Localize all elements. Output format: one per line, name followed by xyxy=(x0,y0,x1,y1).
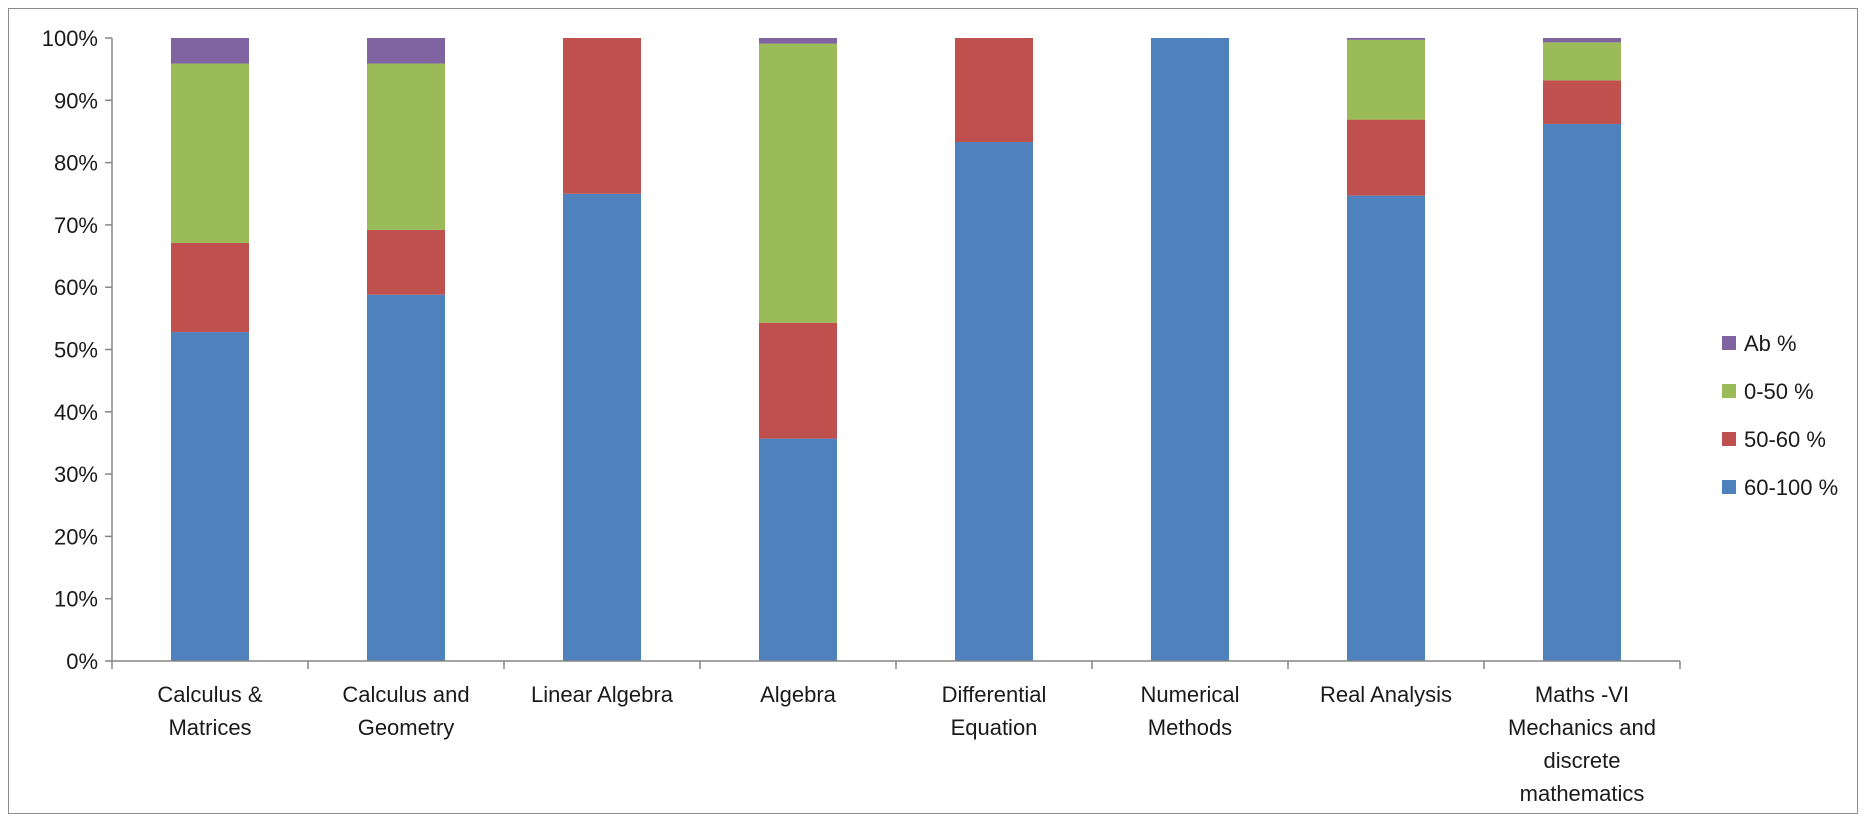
legend-swatch-ab xyxy=(1722,336,1736,350)
x-category-label: Differential Equation xyxy=(942,682,1047,740)
legend-label-0-50: 0-50 % xyxy=(1744,379,1814,404)
bar-segment-60-100-7 xyxy=(1543,123,1621,661)
y-tick-label: 20% xyxy=(54,524,98,549)
bar-segment-50-60-6 xyxy=(1347,119,1425,196)
y-tick-label: 30% xyxy=(54,462,98,487)
y-tick-label: 50% xyxy=(54,338,98,363)
y-tick-label: 80% xyxy=(54,151,98,176)
legend-label-60-100: 60-100 % xyxy=(1744,475,1838,500)
bars-layer xyxy=(171,38,1621,661)
legend-label-ab: Ab % xyxy=(1744,331,1797,356)
bar-segment-0-50-1 xyxy=(367,63,445,230)
y-tick-label: 40% xyxy=(54,400,98,425)
bar-segment-ab-0 xyxy=(171,38,249,64)
bar-segment-50-60-7 xyxy=(1543,80,1621,124)
legend-label-50-60: 50-60 % xyxy=(1744,427,1826,452)
y-tick-label: 10% xyxy=(54,587,98,612)
labels-layer: 0% 10% 20% 30% 40% 50% 60% 70% 80% 90% 100% Calculu… xyxy=(42,26,1656,806)
bar-segment-ab-7 xyxy=(1543,38,1621,43)
bar-segment-60-100-3 xyxy=(759,438,837,661)
bar-segment-60-100-0 xyxy=(171,332,249,661)
bar-segment-ab-3 xyxy=(759,38,837,44)
bar-segment-0-50-7 xyxy=(1543,42,1621,81)
x-category-label: Calculus and Geometry xyxy=(342,682,469,740)
x-category-label: Numerical Methods xyxy=(1140,682,1239,740)
x-category-label: Real Analysis xyxy=(1320,682,1452,707)
bar-segment-60-100-5 xyxy=(1151,38,1229,661)
bar-segment-50-60-3 xyxy=(759,322,837,439)
legend-swatch-60-100 xyxy=(1722,480,1736,494)
axes-layer xyxy=(105,37,1681,669)
x-category-label: Linear Algebra xyxy=(531,682,674,707)
y-tick-label: 70% xyxy=(54,213,98,238)
bar-segment-50-60-0 xyxy=(171,242,249,333)
y-tick-label: 60% xyxy=(54,275,98,300)
bar-segment-60-100-1 xyxy=(367,294,445,661)
bar-segment-50-60-4 xyxy=(955,38,1033,143)
y-tick-label: 100% xyxy=(42,26,98,51)
y-tick-label: 0% xyxy=(66,649,98,674)
bar-segment-50-60-2 xyxy=(563,38,641,194)
bar-segment-60-100-4 xyxy=(955,142,1033,661)
bar-segment-0-50-0 xyxy=(171,63,249,243)
x-category-label: Algebra xyxy=(760,682,837,707)
bar-segment-60-100-6 xyxy=(1347,195,1425,661)
bar-segment-50-60-1 xyxy=(367,229,445,295)
legend-swatch-50-60 xyxy=(1722,432,1736,446)
bar-segment-0-50-6 xyxy=(1347,39,1425,120)
bar-segment-0-50-3 xyxy=(759,43,837,323)
bar-segment-ab-6 xyxy=(1347,38,1425,40)
bar-segment-60-100-2 xyxy=(563,193,641,661)
legend-swatch-0-50 xyxy=(1722,384,1736,398)
x-category-label: Maths -VI Mechanics and discrete mathematic… xyxy=(1508,682,1656,806)
bar-segment-ab-1 xyxy=(367,38,445,64)
x-category-label: Calculus & Matrices xyxy=(157,682,262,740)
chart-legend: Ab % 0-50 % 50-60 % 60-100 % xyxy=(1722,331,1838,500)
y-tick-label: 90% xyxy=(54,88,98,113)
